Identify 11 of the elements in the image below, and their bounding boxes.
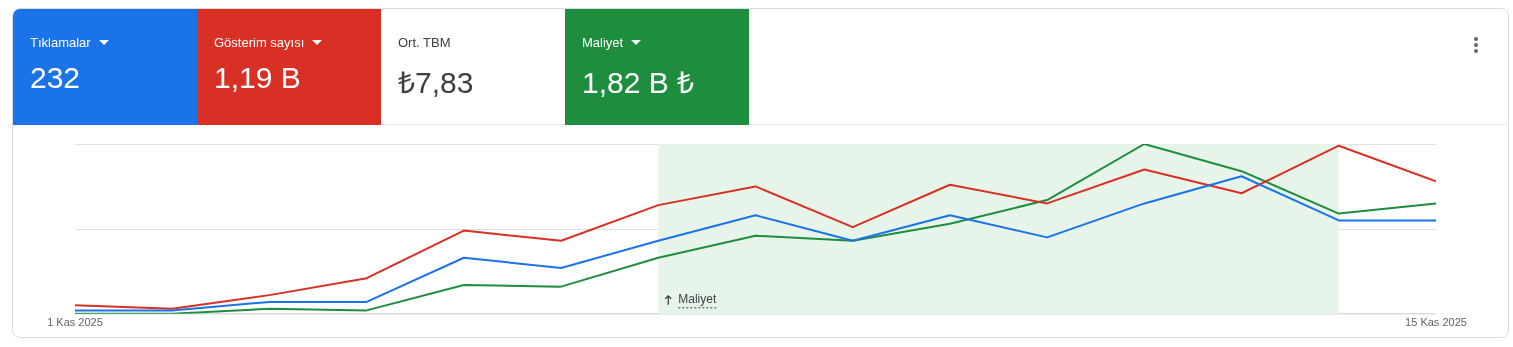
- category-label: Ort. TBM: [398, 34, 451, 50]
- category-label: Tıklamalar: [30, 34, 91, 50]
- text: ₺7,83: [398, 66, 474, 99]
- band-label: Maliyet: [678, 292, 717, 307]
- text: 1,82 B ₺: [582, 66, 695, 99]
- x-tick-label: 1 Kas 2025: [47, 316, 103, 329]
- category-label: Gösterim sayısı: [214, 34, 305, 50]
- category-label: Maliyet: [582, 34, 624, 50]
- text: 1,19 B: [214, 61, 301, 94]
- text: 232: [30, 61, 81, 94]
- x-tick-label: 15 Kas 2025: [1405, 316, 1467, 329]
